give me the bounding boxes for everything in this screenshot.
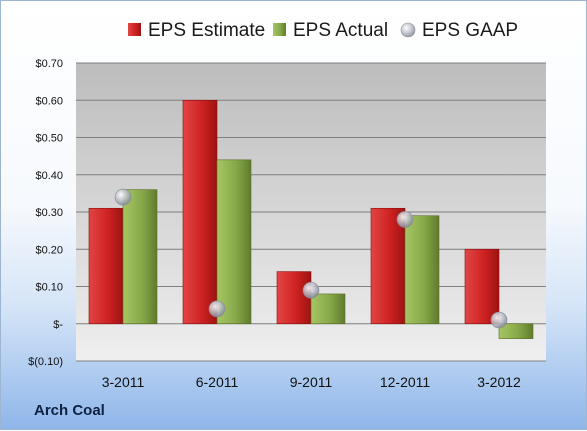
marker-eps-gaap xyxy=(302,281,320,299)
y-tick-label: $0.70 xyxy=(35,58,63,70)
legend-marker-eps-estimate xyxy=(128,23,141,36)
legend-label: EPS GAAP xyxy=(422,20,518,41)
legend-label: EPS Actual xyxy=(293,20,388,41)
bar-eps-estimate xyxy=(88,207,124,325)
marker-eps-gaap xyxy=(490,311,508,329)
y-tick-label: $0.40 xyxy=(35,170,63,182)
bar-eps-actual xyxy=(122,189,158,325)
company-name: Arch Coal xyxy=(34,402,105,419)
y-tick-label: $- xyxy=(53,319,63,331)
bar-eps-actual xyxy=(216,159,252,325)
marker-eps-gaap xyxy=(114,188,132,206)
x-tick-label: 3-2012 xyxy=(477,374,521,390)
y-tick-label: $(0.10) xyxy=(28,356,63,368)
x-tick-label: 3-2011 xyxy=(102,374,145,390)
bar-eps-actual xyxy=(310,293,346,325)
legend-marker-eps-actual xyxy=(273,23,286,36)
y-tick-label: $0.60 xyxy=(35,95,63,107)
legend-marker-eps-gaap xyxy=(400,22,416,38)
bar-eps-estimate xyxy=(182,99,218,325)
bar-eps-estimate xyxy=(464,248,500,325)
legend-label: EPS Estimate xyxy=(148,20,265,41)
y-tick-label: $0.50 xyxy=(35,133,63,145)
x-tick-label: 12-2011 xyxy=(380,374,431,390)
bar-eps-actual xyxy=(404,215,440,325)
marker-eps-gaap xyxy=(396,211,414,228)
bar-eps-estimate xyxy=(276,271,312,325)
bar-eps-actual xyxy=(498,323,534,339)
bar-eps-estimate xyxy=(370,207,406,325)
y-tick-label: $0.10 xyxy=(35,282,63,294)
y-tick-label: $0.20 xyxy=(35,244,63,256)
y-tick-label: $0.30 xyxy=(35,207,63,219)
marker-eps-gaap xyxy=(208,300,226,318)
x-tick-label: 9-2011 xyxy=(290,374,333,390)
x-tick-label: 6-2011 xyxy=(196,374,239,390)
